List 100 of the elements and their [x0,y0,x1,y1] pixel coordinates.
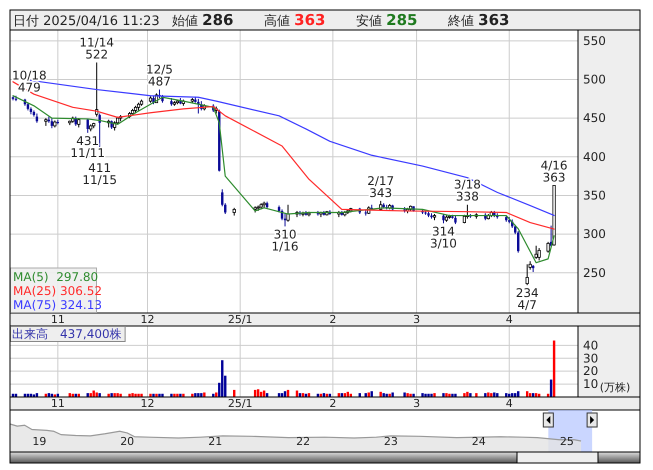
bar [517,391,520,397]
annotation: 3/18 338 [454,178,481,204]
x-tick-label: 21 [208,435,222,448]
bar [487,392,490,397]
y-tick-label: 500 [583,72,606,86]
bar [260,392,262,397]
bar [215,392,218,397]
x-tick-label: 2 [329,397,336,410]
y-tick-label: 40 [583,338,598,352]
x-tick-label: 25/1 [228,397,253,410]
bar [116,393,119,397]
annotation: 12/5 487 [146,62,173,89]
bar [322,393,326,397]
bar [221,360,224,397]
bar [550,380,552,397]
bar [382,393,385,397]
bar [421,393,424,397]
x-tick-label: 2 [329,313,336,326]
annotation: 2/17 343 [367,174,394,200]
x-tick-label: 22 [296,435,310,448]
bar [86,393,89,397]
bar [203,392,206,397]
y-tick-label: 450 [583,111,606,126]
x-tick-label: 19 [32,435,46,448]
bar [92,390,95,397]
bar [532,393,534,397]
bar [403,392,406,397]
y-tick-label: 30 [583,351,598,366]
bar [110,393,113,397]
annotation: 310 1/16 [272,227,298,254]
bar [379,392,382,397]
y-tick-label: 20 [583,364,598,378]
x-tick-label: 12 [140,397,155,410]
bar [344,393,346,397]
annotation: 4/16 363 [540,158,568,184]
header: 日付 2025/04/16 11:23 始値 286 高値 363 安値 285 終値 363 [13,11,510,29]
bar [68,393,71,397]
bar [534,393,538,397]
x-tick-label: 12 [140,313,155,326]
bar [493,392,496,397]
bar [95,392,98,397]
bar [511,393,514,397]
bar [475,393,478,397]
bar [490,393,493,397]
bar [526,391,528,397]
x-tick-label: 4 [506,397,513,410]
bar [308,393,310,397]
bar [358,393,361,397]
annotation: 11/14 522 [79,35,114,62]
y-tick-label: 300 [583,227,606,242]
bar [364,393,367,397]
y-tick-label: 400 [583,150,606,164]
legend: MA(5) 297.80 MA(25) 306.52 MA(75) 324.13 [10,268,102,313]
x-tick-label: 3 [413,397,420,410]
bar [131,393,134,397]
bar [514,393,516,397]
x-tick-label: 3 [413,313,420,326]
y-axis-title: (万株) [600,381,630,394]
bar [194,393,197,397]
bar [262,390,266,397]
y-tick-label: 250 [583,266,606,280]
bar [113,393,116,397]
bar [48,393,50,397]
bar [266,393,268,397]
bar [340,393,344,397]
bar [552,340,556,397]
y-tick-label: 550 [583,34,606,48]
x-tick-label: 24 [472,435,486,448]
x-tick-label: 4 [506,313,513,326]
bar [254,390,256,397]
bar [233,390,236,397]
annotation: 314 3/10 [430,224,457,250]
bar [469,393,472,397]
bar [278,393,280,397]
x-tick-label: 25 [560,435,574,448]
x-tick-label: 11 [50,313,65,326]
y-tick-label: 10 [583,377,598,392]
x-tick-label: 11 [50,397,65,410]
bar [256,389,260,397]
bar [496,393,498,397]
bar [90,393,92,397]
x-tick-label: 20 [120,435,134,448]
bar [370,391,373,397]
bar [36,393,38,397]
x-tick-label: 23 [384,435,398,448]
x-tick-label: 25/1 [228,313,253,326]
bar [406,393,409,397]
bar [484,393,487,397]
bar [338,393,340,397]
bar [466,392,469,397]
bar [528,393,532,397]
bar [368,392,370,397]
bar [98,393,101,397]
bar [505,393,508,397]
chart-title: 出来高 437,400株 [12,327,122,341]
bar [197,393,200,397]
y-tick-label: 350 [583,188,606,202]
annotation: 431 11/11 [70,134,106,160]
bar [391,392,394,397]
title: 出来高 437,400株 [10,326,126,342]
